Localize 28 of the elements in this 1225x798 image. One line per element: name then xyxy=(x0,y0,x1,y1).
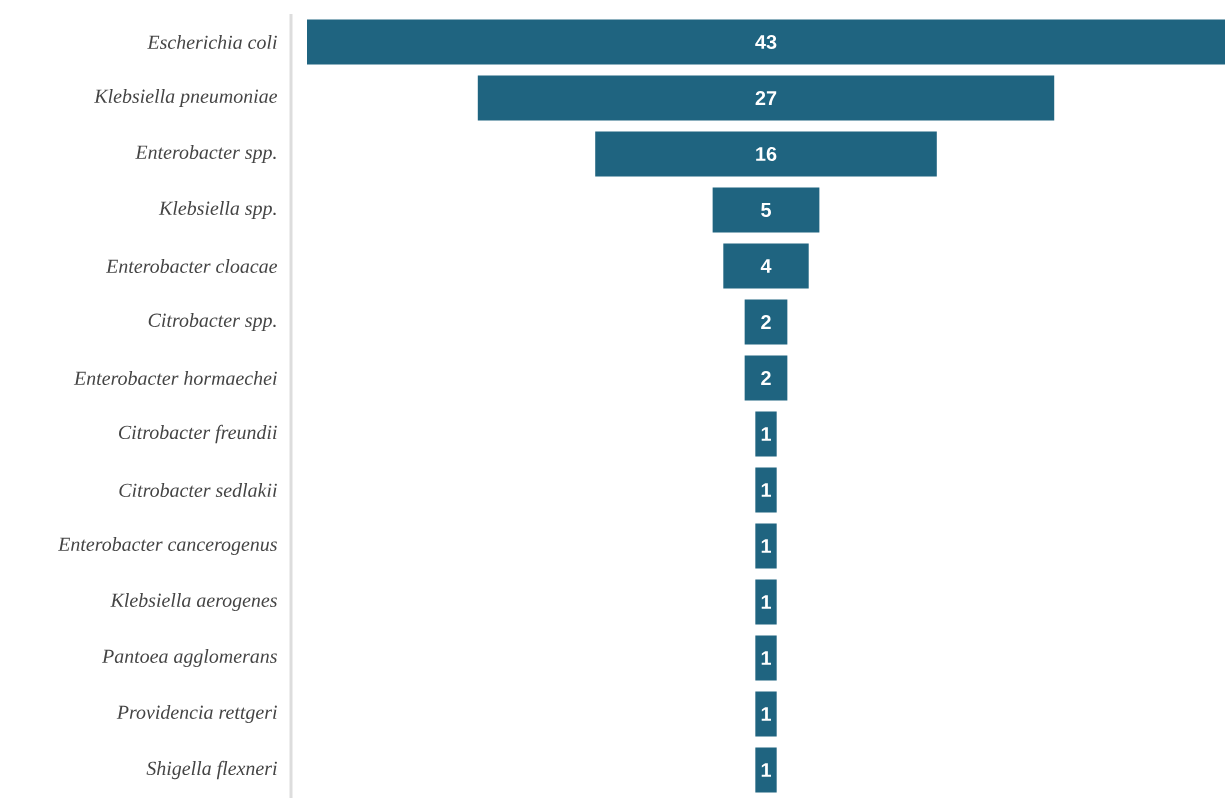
category-label: Klebsiella aerogenes xyxy=(110,592,277,612)
data-label: 2 xyxy=(761,371,771,385)
category-label: Escherichia coli xyxy=(147,34,277,50)
data-label: 1 xyxy=(761,651,771,665)
category-label: Enterobacter cancerogenus xyxy=(57,536,277,556)
category-label: Enterobacter cloacae xyxy=(105,258,278,274)
data-label: 2 xyxy=(761,315,771,329)
category-label: Enterobacter hormaechei xyxy=(73,370,277,386)
category-label: Pantoea agglomerans xyxy=(101,648,277,668)
data-label: 4 xyxy=(760,259,772,273)
category-label: Citrobacter spp. xyxy=(148,312,276,332)
data-label: 1 xyxy=(761,539,771,553)
category-label: Enterobacter spp. xyxy=(135,144,276,164)
category-label: Citrobacter freundii xyxy=(119,424,277,444)
data-label: 1 xyxy=(761,763,771,777)
data-label: 16 xyxy=(756,146,777,162)
data-label: 27 xyxy=(755,91,777,105)
category-label: Citrobacter sedlakii xyxy=(119,482,277,498)
data-label: 1 xyxy=(761,707,771,721)
data-label: 1 xyxy=(761,483,771,497)
category-label: Shigella flexneri xyxy=(146,760,277,780)
data-label: 43 xyxy=(755,34,777,50)
category-label: Providencia rettgeri xyxy=(116,704,277,724)
data-label: 5 xyxy=(761,203,771,217)
category-label: Klebsiella pneumoniae xyxy=(94,88,278,108)
data-label: 1 xyxy=(761,427,771,441)
category-label: Klebsiella spp. xyxy=(158,200,276,220)
data-label: 1 xyxy=(761,595,771,609)
